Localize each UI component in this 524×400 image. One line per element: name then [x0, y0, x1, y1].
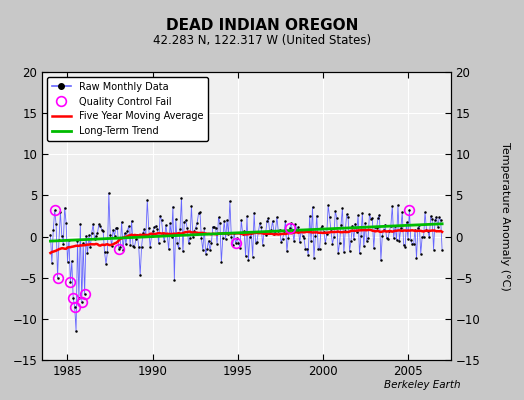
Y-axis label: Temperature Anomaly (°C): Temperature Anomaly (°C): [500, 142, 510, 290]
Legend: Raw Monthly Data, Quality Control Fail, Five Year Moving Average, Long-Term Tren: Raw Monthly Data, Quality Control Fail, …: [47, 77, 208, 141]
Text: DEAD INDIAN OREGON: DEAD INDIAN OREGON: [166, 18, 358, 33]
Text: 42.283 N, 122.317 W (United States): 42.283 N, 122.317 W (United States): [153, 34, 371, 47]
Text: Berkeley Earth: Berkeley Earth: [385, 380, 461, 390]
